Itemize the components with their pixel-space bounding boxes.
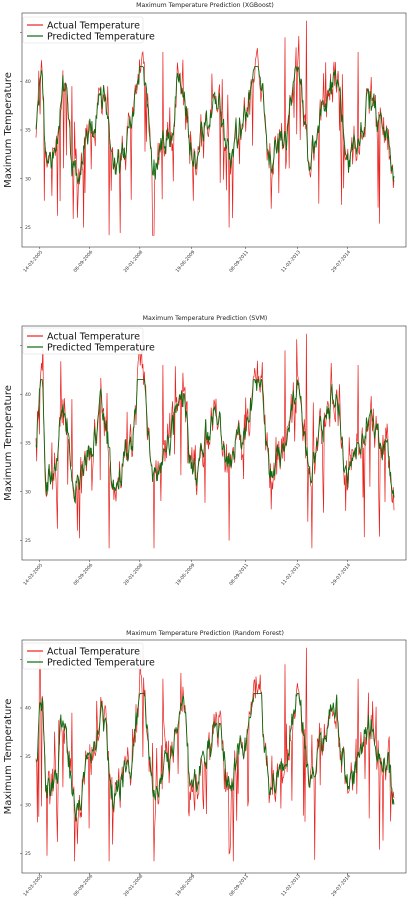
y-tick-label: 30	[25, 176, 31, 182]
x-tick-label: 06-09-2006	[72, 873, 94, 897]
x-tick-label: 11-02-2013	[280, 562, 302, 586]
series-actual-line	[35, 647, 395, 862]
y-tick-label: 40	[25, 79, 31, 85]
x-tick-label: 14-03-2005	[22, 562, 44, 586]
legend-label: Actual Temperature	[47, 20, 140, 31]
x-tick-label: 11-02-2013	[280, 873, 302, 897]
y-axis-label: Maximum Temperature	[3, 72, 14, 188]
legend-box	[22, 16, 144, 44]
legend-label: Actual Temperature	[47, 331, 140, 342]
x-tick-label: 14-03-2005	[22, 873, 44, 897]
x-tick-label: 28-01-2008	[123, 873, 145, 897]
chart-svm: Maximum Temperature Prediction (SVM) Maxi…	[3, 315, 407, 587]
x-tick-label: 11-02-2013	[280, 249, 302, 273]
x-tick-label: 14-03-2005	[22, 249, 44, 273]
x-tick-label: 08-09-2011	[228, 873, 250, 897]
chart-random-forest: Maximum Temperature Prediction (Random F…	[3, 630, 407, 898]
y-tick-label: 30	[25, 489, 31, 495]
x-tick-label: 06-09-2006	[72, 249, 94, 273]
x-tick-label: 19-06-2009	[175, 562, 197, 586]
legend-label: Predicted Temperature	[47, 657, 155, 668]
y-tick-label: 35	[25, 754, 31, 760]
y-axis-label: Maximum Temperature	[3, 699, 14, 815]
x-tick-label: 29-07-2014	[330, 562, 352, 586]
x-tick-label: 19-06-2009	[175, 249, 197, 273]
y-axis-label: Maximum Temperature	[3, 385, 14, 501]
plot-frame	[21, 12, 407, 248]
chart-xgboost: Maximum Temperature Prediction (XGBoost)…	[3, 2, 407, 274]
series-actual-line	[35, 333, 395, 549]
y-tick-label: 25	[25, 538, 31, 544]
y-tick-label: 40	[25, 706, 31, 712]
x-tick-label: 19-06-2009	[175, 873, 197, 897]
legend-label: Predicted Temperature	[47, 31, 155, 42]
y-tick-label: 25	[25, 225, 31, 231]
legend-box	[22, 327, 144, 355]
y-tick-label: 35	[25, 441, 31, 447]
series-predicted-line	[35, 379, 395, 504]
y-tick-label: 35	[25, 128, 31, 134]
series-predicted-line	[35, 692, 395, 822]
y-tick-label: 30	[25, 803, 31, 809]
series-predicted-line	[35, 66, 395, 185]
chart-title: Maximum Temperature Prediction (Random F…	[126, 630, 284, 637]
x-tick-label: 08-09-2011	[228, 562, 250, 586]
chart-title: Maximum Temperature Prediction (SVM)	[143, 315, 268, 322]
y-tick-label: 25	[25, 851, 31, 857]
x-tick-label: 29-07-2014	[330, 873, 352, 897]
chart-title: Maximum Temperature Prediction (XGBoost)	[136, 2, 274, 9]
legend-label: Actual Temperature	[47, 646, 140, 657]
legend-box	[22, 642, 144, 670]
x-tick-label: 28-01-2008	[123, 562, 145, 586]
legend-label: Predicted Temperature	[47, 342, 155, 353]
x-tick-label: 08-09-2011	[228, 249, 250, 273]
x-tick-label: 29-07-2014	[330, 249, 352, 273]
x-tick-label: 28-01-2008	[123, 249, 145, 273]
x-tick-label: 06-09-2006	[72, 562, 94, 586]
y-tick-label: 40	[25, 392, 31, 398]
plot-frame	[21, 639, 407, 874]
